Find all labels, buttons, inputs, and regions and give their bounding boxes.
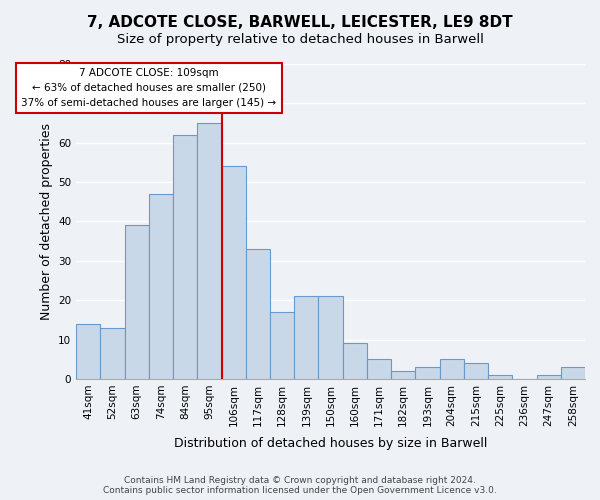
Bar bbox=[367, 359, 391, 379]
Bar bbox=[319, 296, 343, 379]
X-axis label: Distribution of detached houses by size in Barwell: Distribution of detached houses by size … bbox=[174, 437, 487, 450]
Bar bbox=[173, 135, 197, 379]
Bar bbox=[125, 226, 149, 379]
Bar bbox=[440, 359, 464, 379]
Bar bbox=[76, 324, 100, 379]
Bar bbox=[100, 328, 125, 379]
Bar bbox=[149, 194, 173, 379]
Bar bbox=[415, 367, 440, 379]
Bar bbox=[391, 371, 415, 379]
Bar bbox=[246, 249, 270, 379]
Bar bbox=[343, 344, 367, 379]
Bar bbox=[561, 367, 585, 379]
Bar bbox=[464, 363, 488, 379]
Bar bbox=[488, 375, 512, 379]
Bar bbox=[270, 312, 294, 379]
Text: Size of property relative to detached houses in Barwell: Size of property relative to detached ho… bbox=[116, 32, 484, 46]
Bar bbox=[294, 296, 319, 379]
Bar bbox=[197, 123, 221, 379]
Bar bbox=[536, 375, 561, 379]
Bar bbox=[221, 166, 246, 379]
Text: 7, ADCOTE CLOSE, BARWELL, LEICESTER, LE9 8DT: 7, ADCOTE CLOSE, BARWELL, LEICESTER, LE9… bbox=[87, 15, 513, 30]
Text: Contains HM Land Registry data © Crown copyright and database right 2024.
Contai: Contains HM Land Registry data © Crown c… bbox=[103, 476, 497, 495]
Text: 7 ADCOTE CLOSE: 109sqm
← 63% of detached houses are smaller (250)
37% of semi-de: 7 ADCOTE CLOSE: 109sqm ← 63% of detached… bbox=[21, 68, 277, 108]
Y-axis label: Number of detached properties: Number of detached properties bbox=[40, 123, 53, 320]
